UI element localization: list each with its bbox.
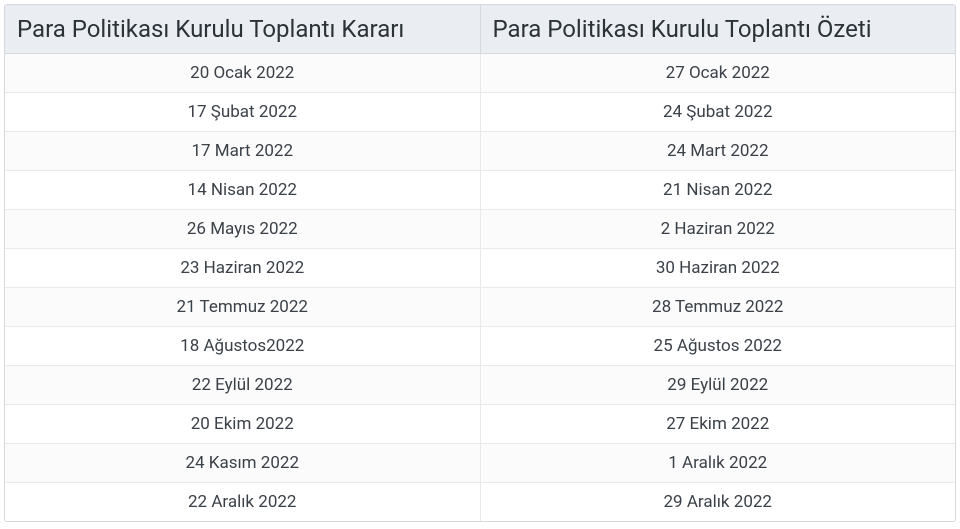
table-row: 18 Ağustos202225 Ağustos 2022 — [5, 327, 955, 366]
decision-date-cell: 24 Kasım 2022 — [5, 444, 480, 483]
decision-date-cell: 26 Mayıs 2022 — [5, 210, 480, 249]
table-row: 20 Ocak 202227 Ocak 2022 — [5, 54, 955, 93]
summary-date-cell: 2 Haziran 2022 — [480, 210, 955, 249]
decision-date-cell: 17 Şubat 2022 — [5, 93, 480, 132]
table-row: 22 Eylül 202229 Eylül 2022 — [5, 366, 955, 405]
summary-date-cell: 24 Mart 2022 — [480, 132, 955, 171]
table-row: 20 Ekim 202227 Ekim 2022 — [5, 405, 955, 444]
summary-date-cell: 25 Ağustos 2022 — [480, 327, 955, 366]
table-row: 17 Mart 202224 Mart 2022 — [5, 132, 955, 171]
table-row: 24 Kasım 20221 Aralık 2022 — [5, 444, 955, 483]
decision-date-cell: 14 Nisan 2022 — [5, 171, 480, 210]
summary-date-cell: 29 Aralık 2022 — [480, 483, 955, 522]
table-row: 22 Aralık 202229 Aralık 2022 — [5, 483, 955, 522]
table-header-row: Para Politikası Kurulu Toplantı Kararı P… — [5, 5, 955, 54]
decision-date-cell: 22 Aralık 2022 — [5, 483, 480, 522]
decision-date-cell: 21 Temmuz 2022 — [5, 288, 480, 327]
table-row: 21 Temmuz 202228 Temmuz 2022 — [5, 288, 955, 327]
summary-date-cell: 1 Aralık 2022 — [480, 444, 955, 483]
table-row: 14 Nisan 202221 Nisan 2022 — [5, 171, 955, 210]
summary-date-cell: 30 Haziran 2022 — [480, 249, 955, 288]
table-body: 20 Ocak 202227 Ocak 202217 Şubat 202224 … — [5, 54, 955, 522]
table-row: 26 Mayıs 20222 Haziran 2022 — [5, 210, 955, 249]
decision-date-cell: 18 Ağustos2022 — [5, 327, 480, 366]
column-header-decision: Para Politikası Kurulu Toplantı Kararı — [5, 5, 480, 54]
decision-date-cell: 22 Eylül 2022 — [5, 366, 480, 405]
summary-date-cell: 29 Eylül 2022 — [480, 366, 955, 405]
decision-date-cell: 23 Haziran 2022 — [5, 249, 480, 288]
summary-date-cell: 24 Şubat 2022 — [480, 93, 955, 132]
column-header-summary: Para Politikası Kurulu Toplantı Özeti — [480, 5, 955, 54]
schedule-table: Para Politikası Kurulu Toplantı Kararı P… — [5, 5, 955, 521]
decision-date-cell: 20 Ekim 2022 — [5, 405, 480, 444]
decision-date-cell: 17 Mart 2022 — [5, 132, 480, 171]
summary-date-cell: 27 Ocak 2022 — [480, 54, 955, 93]
summary-date-cell: 27 Ekim 2022 — [480, 405, 955, 444]
table-row: 17 Şubat 202224 Şubat 2022 — [5, 93, 955, 132]
table-row: 23 Haziran 202230 Haziran 2022 — [5, 249, 955, 288]
summary-date-cell: 21 Nisan 2022 — [480, 171, 955, 210]
decision-date-cell: 20 Ocak 2022 — [5, 54, 480, 93]
summary-date-cell: 28 Temmuz 2022 — [480, 288, 955, 327]
schedule-table-container: Para Politikası Kurulu Toplantı Kararı P… — [4, 4, 956, 522]
